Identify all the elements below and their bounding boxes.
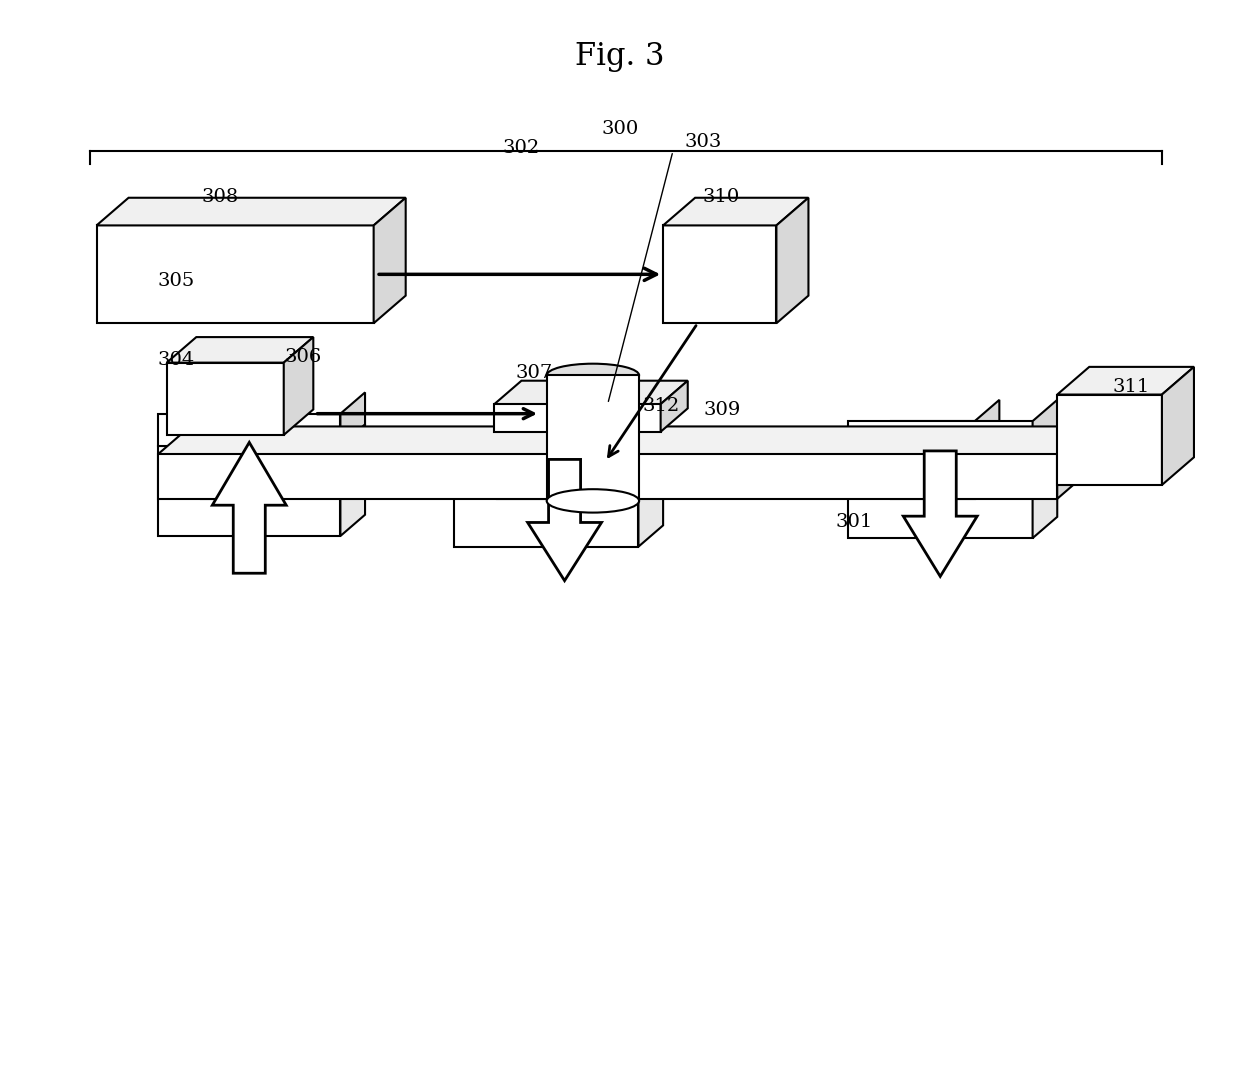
Polygon shape <box>547 375 639 501</box>
Polygon shape <box>341 425 365 536</box>
Text: 311: 311 <box>1112 378 1149 396</box>
Text: 304: 304 <box>157 352 195 370</box>
Text: 310: 310 <box>702 189 739 206</box>
Polygon shape <box>1162 367 1194 485</box>
Polygon shape <box>454 462 639 547</box>
Text: 302: 302 <box>502 138 539 157</box>
Polygon shape <box>284 337 314 435</box>
Text: 303: 303 <box>684 133 722 151</box>
Polygon shape <box>212 443 286 574</box>
Text: 301: 301 <box>836 512 873 531</box>
Ellipse shape <box>547 363 639 387</box>
Polygon shape <box>776 197 808 324</box>
Polygon shape <box>97 225 373 324</box>
Text: 307: 307 <box>516 363 553 382</box>
Polygon shape <box>201 414 285 498</box>
Text: 308: 308 <box>201 189 238 206</box>
Polygon shape <box>661 381 688 432</box>
Ellipse shape <box>547 489 639 512</box>
Polygon shape <box>97 197 405 225</box>
Polygon shape <box>1058 394 1162 485</box>
Text: Fig. 3: Fig. 3 <box>575 42 665 73</box>
Polygon shape <box>639 408 663 462</box>
Polygon shape <box>454 430 639 462</box>
Polygon shape <box>848 421 1033 451</box>
Polygon shape <box>892 421 975 498</box>
Polygon shape <box>285 392 310 498</box>
Text: 305: 305 <box>157 271 195 289</box>
Text: 312: 312 <box>642 398 680 415</box>
Polygon shape <box>580 408 605 498</box>
Polygon shape <box>159 427 1089 455</box>
Text: 309: 309 <box>704 402 742 419</box>
Polygon shape <box>497 430 580 498</box>
Polygon shape <box>663 197 808 225</box>
Polygon shape <box>903 451 977 577</box>
Polygon shape <box>1033 400 1058 451</box>
Polygon shape <box>166 362 284 435</box>
Polygon shape <box>341 392 365 446</box>
Polygon shape <box>975 400 999 498</box>
Polygon shape <box>159 455 1058 498</box>
Polygon shape <box>495 381 688 404</box>
Polygon shape <box>639 441 663 547</box>
Text: 300: 300 <box>601 120 639 138</box>
Polygon shape <box>528 460 601 581</box>
Polygon shape <box>166 337 314 362</box>
Polygon shape <box>1058 367 1194 394</box>
Polygon shape <box>848 451 1033 538</box>
Polygon shape <box>495 404 661 432</box>
Polygon shape <box>1058 427 1089 498</box>
Polygon shape <box>1033 430 1058 538</box>
Polygon shape <box>373 197 405 324</box>
Polygon shape <box>159 414 341 446</box>
Polygon shape <box>159 446 341 536</box>
Text: 306: 306 <box>285 347 322 366</box>
Polygon shape <box>663 225 776 324</box>
